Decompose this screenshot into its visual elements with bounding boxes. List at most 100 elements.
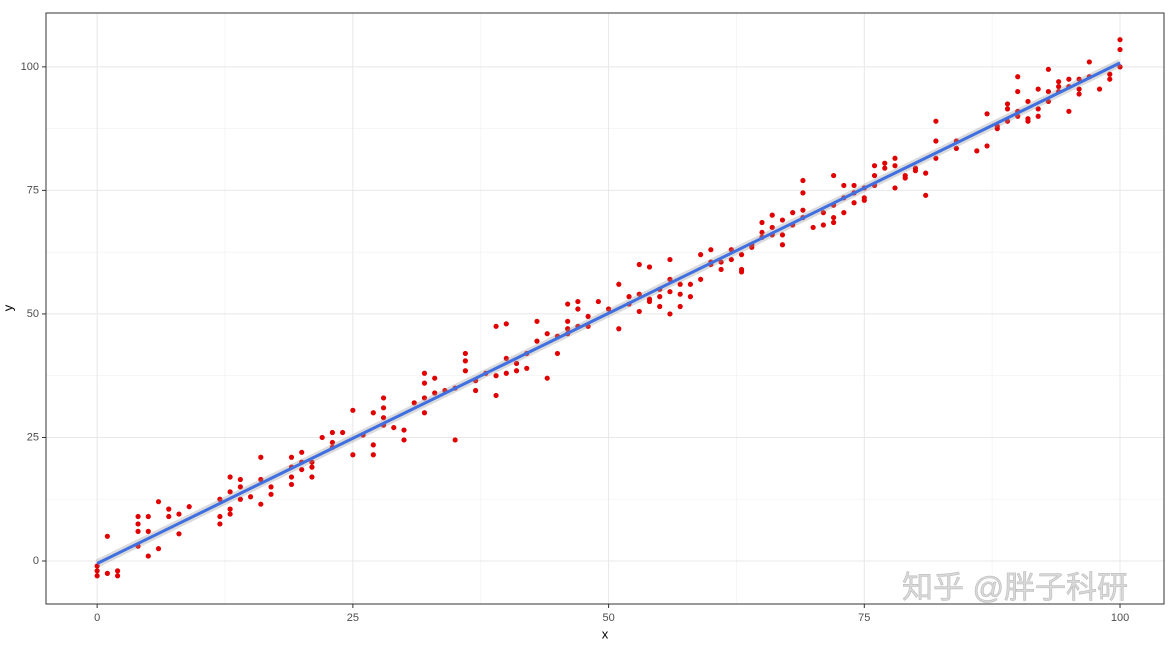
point	[779, 242, 786, 248]
point	[636, 291, 642, 297]
point	[145, 528, 151, 534]
point	[452, 437, 458, 443]
point	[155, 499, 162, 505]
point	[831, 219, 837, 226]
point	[104, 570, 110, 576]
point	[1056, 79, 1062, 85]
point	[462, 350, 468, 357]
point	[779, 232, 786, 238]
point	[135, 513, 141, 520]
point	[984, 111, 990, 117]
point	[104, 533, 110, 539]
point	[565, 318, 571, 324]
point	[227, 506, 233, 512]
point	[646, 264, 653, 270]
x-tick-label: 25	[347, 612, 359, 624]
point	[882, 160, 888, 166]
point	[646, 298, 653, 305]
y-tick-label: 100	[21, 61, 39, 73]
point	[503, 355, 509, 362]
point	[820, 210, 826, 216]
point	[176, 531, 182, 537]
point	[687, 294, 694, 300]
point	[473, 387, 479, 394]
point	[258, 501, 264, 507]
point	[350, 407, 356, 413]
point	[800, 190, 806, 196]
point	[1035, 106, 1041, 112]
point	[892, 185, 898, 191]
point	[953, 145, 959, 151]
point	[370, 452, 376, 458]
point	[432, 375, 438, 381]
point	[708, 247, 714, 253]
point	[513, 360, 520, 366]
point	[831, 214, 837, 221]
point	[1086, 59, 1092, 65]
panel-border	[45, 12, 1165, 605]
point	[217, 496, 223, 502]
point	[135, 528, 141, 534]
x-axis-label: x	[602, 626, 609, 641]
point	[217, 513, 223, 520]
point	[493, 392, 499, 399]
point	[841, 210, 847, 216]
point	[534, 338, 540, 344]
point	[319, 434, 325, 441]
x-tick-label: 75	[858, 612, 870, 624]
point	[759, 229, 765, 236]
point	[738, 269, 745, 275]
point	[1066, 76, 1072, 82]
point	[268, 484, 274, 490]
point	[657, 294, 663, 300]
point	[779, 217, 786, 223]
point	[227, 474, 233, 480]
point	[698, 276, 704, 282]
point	[288, 454, 295, 460]
point	[1004, 106, 1011, 112]
point	[1045, 66, 1052, 72]
point	[1035, 113, 1041, 119]
marks	[94, 37, 1123, 579]
point	[370, 442, 376, 448]
point	[350, 452, 356, 458]
point	[258, 454, 264, 460]
point	[790, 210, 796, 216]
point	[575, 306, 581, 312]
point	[882, 165, 888, 171]
point	[1015, 88, 1021, 95]
point	[94, 573, 100, 579]
point	[626, 294, 632, 300]
point	[1025, 118, 1031, 124]
y-tick-label: 0	[33, 555, 39, 567]
point	[841, 182, 847, 189]
point	[299, 466, 305, 473]
point	[851, 182, 857, 189]
point	[892, 155, 898, 161]
point	[462, 358, 468, 364]
point	[810, 224, 816, 231]
point	[667, 289, 673, 295]
point	[902, 175, 908, 181]
point	[1107, 71, 1113, 77]
point	[616, 326, 622, 332]
point	[861, 197, 867, 203]
point	[432, 390, 438, 396]
point	[94, 568, 100, 574]
point	[94, 563, 100, 569]
point	[595, 298, 601, 305]
point	[166, 506, 172, 512]
y-tick-label: 25	[27, 431, 39, 443]
point	[370, 410, 376, 416]
point	[1004, 101, 1011, 107]
point	[585, 313, 591, 320]
point	[421, 395, 428, 401]
watermark: 知乎 @胖子科研	[902, 570, 1128, 605]
point	[237, 476, 243, 483]
point	[1096, 86, 1103, 92]
point	[636, 308, 642, 315]
point	[1056, 84, 1062, 90]
point	[759, 219, 765, 226]
point	[636, 261, 642, 268]
point	[1025, 98, 1031, 105]
